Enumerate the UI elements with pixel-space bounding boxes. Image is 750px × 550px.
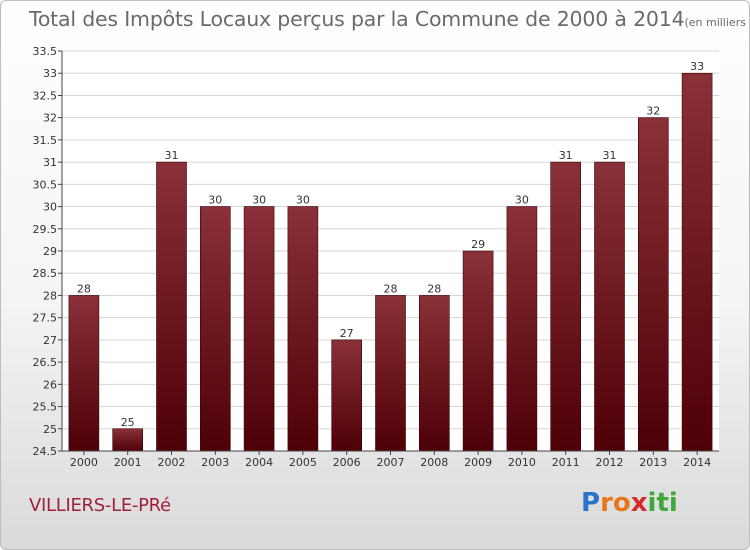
logo-letter: i [668,488,678,518]
x-tick-label: 2004 [245,456,273,469]
bar [331,339,363,452]
y-tick-label: 26.5 [33,356,58,369]
x-tick-label: 2014 [683,456,711,469]
x-tick-label: 2013 [639,456,667,469]
y-tick-label: 27.5 [33,312,58,325]
bar [506,206,538,452]
bar-value-label: 27 [340,327,354,340]
bar-value-label: 28 [77,282,91,295]
bar [375,295,406,452]
chart-header: Total des Impôts Locaux perçus par la Co… [29,7,749,31]
bar [637,117,669,452]
x-tick-label: 2005 [289,456,317,469]
bar [462,250,494,452]
x-tick-label: 2008 [420,456,448,469]
y-tick-label: 26 [43,378,57,391]
y-tick-label: 28 [43,289,57,302]
bar [200,206,231,452]
logo-letter: P [581,488,601,518]
bar-value-label: 30 [296,194,310,207]
bar-value-label: 25 [121,416,135,429]
y-tick-label: 31.5 [33,134,58,147]
y-tick-label: 31 [43,156,57,169]
bar-value-label: 30 [252,194,266,207]
proxiti-logo: Proxiti [581,488,678,518]
bar [550,161,582,452]
y-tick-label: 24.5 [33,445,58,458]
x-tick-label: 2002 [158,456,186,469]
bar-value-label: 30 [515,194,529,207]
commune-name: VILLIERS-LE-PRé [29,495,171,516]
x-tick-label: 2000 [70,456,98,469]
bar-value-label: 30 [208,194,222,207]
bar [112,428,143,452]
y-tick-label: 30 [43,201,57,214]
x-tick-label: 2012 [596,456,624,469]
y-tick-label: 32 [43,112,57,125]
bar [681,72,713,452]
bar-value-label: 28 [384,282,398,295]
y-tick-label: 28.5 [33,267,58,280]
y-tick-label: 33 [43,67,57,80]
x-tick-label: 2001 [114,456,142,469]
chart-unit: (en milliers d'€) [684,16,749,29]
y-tick-label: 25.5 [33,401,58,414]
x-tick-label: 2007 [377,456,405,469]
y-tick-label: 29 [43,245,57,258]
bar [243,206,275,452]
x-tick-label: 2003 [201,456,229,469]
y-tick-label: 33.5 [33,45,58,58]
y-tick-label: 32.5 [33,89,58,102]
y-tick-label: 30.5 [33,178,58,191]
bar-value-label: 31 [559,149,573,162]
bar [287,206,319,452]
x-tick-label: 2006 [333,456,361,469]
y-tick-label: 25 [43,423,57,436]
bar-value-label: 31 [165,149,179,162]
x-tick-label: 2011 [552,456,580,469]
bar [68,295,100,452]
bar-value-label: 28 [427,282,441,295]
x-tick-label: 2009 [464,456,492,469]
logo-letter: t [656,488,669,518]
bar [418,295,450,452]
x-tick-label: 2010 [508,456,536,469]
bar-value-label: 32 [646,105,660,118]
bar [594,161,625,452]
logo-letter: o [612,488,631,518]
logo-letter: r [600,488,613,518]
bar-value-label: 29 [471,238,485,251]
y-tick-label: 29.5 [33,223,58,236]
bar [156,161,187,452]
bar-value-label: 31 [603,149,617,162]
bar-value-label: 33 [690,60,704,73]
logo-letter: i [647,488,657,518]
logo-letter: x [630,488,648,518]
y-tick-label: 27 [43,334,57,347]
chart-title: Total des Impôts Locaux perçus par la Co… [29,7,685,31]
